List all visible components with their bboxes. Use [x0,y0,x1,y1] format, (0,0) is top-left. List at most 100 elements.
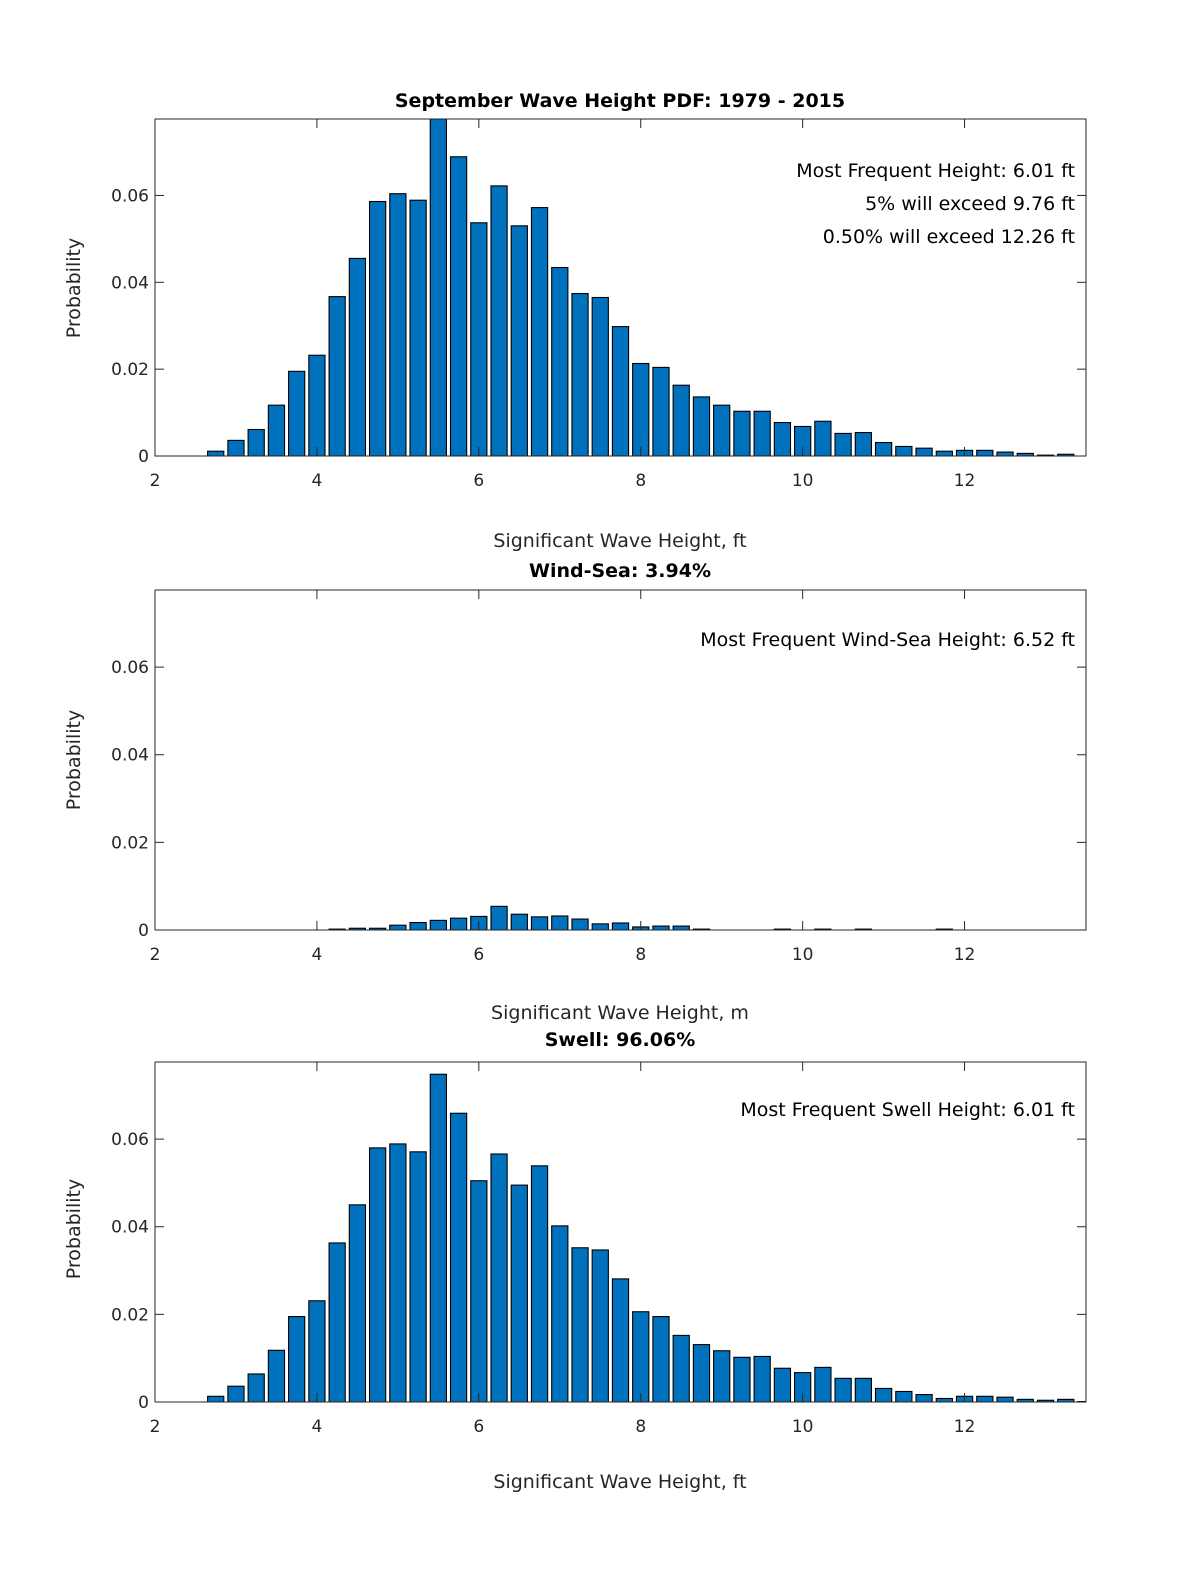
bar [794,1372,812,1402]
x-tick-label: 10 [792,945,814,965]
bar [368,200,387,456]
bar [470,222,488,456]
x-tick-label: 4 [311,1417,322,1437]
bar [227,439,245,456]
y-tick-label: 0.04 [111,273,149,293]
bar [733,1356,751,1402]
bar [308,354,326,456]
bar [551,915,569,930]
x-tick-label: 2 [150,471,161,491]
bar [915,1394,933,1402]
bar [449,1112,468,1402]
bar [996,1396,1014,1402]
bar [996,451,1014,456]
bar [530,1165,549,1402]
bar [773,422,792,456]
bar [1036,1399,1055,1402]
bar [429,919,447,930]
bar [753,410,771,456]
bar [551,266,569,456]
bar [490,185,508,456]
bar [632,362,650,456]
bar [267,1349,286,1402]
x-tick-label: 6 [473,471,484,491]
x-tick-label: 6 [473,945,484,965]
bar [409,1151,427,1402]
bar [1057,453,1075,456]
axes-box [154,1061,1087,1403]
y-axis-label: Probability [63,710,85,810]
bar [713,1350,731,1402]
x-tick-label: 12 [954,945,976,965]
bar [895,1390,913,1402]
bars [207,119,1075,456]
bar [895,445,913,456]
chart-title: September Wave Height PDF: 1979 - 2015 [395,90,845,112]
bar [368,927,387,930]
bar [571,1247,589,1402]
bar [874,1387,893,1402]
y-tick-label: 0.02 [111,1305,149,1325]
x-tick-label: 12 [954,1417,976,1437]
bar [854,431,873,456]
bar [591,923,609,930]
bar [490,1153,508,1402]
bars [328,905,953,930]
bar [672,1334,690,1402]
bar [288,370,306,456]
y-tick-label: 0 [138,1393,149,1413]
bar [348,257,367,456]
x-tick-label: 8 [635,945,646,965]
bar [611,922,630,930]
y-tick-label: 0.06 [111,658,149,678]
y-tick-label: 0.04 [111,746,149,766]
annotation-most-frequent: Most Frequent Height: 6.01 ft [796,160,1075,182]
annotation-5pct-exceed: 5% will exceed 9.76 ft [865,193,1075,215]
y-tick-label: 0 [138,447,149,467]
bar [713,404,731,456]
y-tick-label: 0.06 [111,186,149,206]
annotation-most-frequent-wind-sea: Most Frequent Wind-Sea Height: 6.52 ft [700,629,1075,651]
x-tick-label: 8 [635,1417,646,1437]
annotation-most-frequent-swell: Most Frequent Swell Height: 6.01 ft [740,1099,1075,1121]
bar [429,1073,447,1402]
y-tick-label: 0.02 [111,833,149,853]
bar [288,1316,306,1402]
bar [389,193,407,456]
x-tick-label: 10 [792,471,814,491]
bar [449,156,468,456]
bar [247,1373,265,1402]
bar [611,326,630,456]
bar [551,1225,569,1402]
bar [571,293,589,456]
bar [227,1385,245,1402]
x-axis-label: Significant Wave Height, ft [493,530,746,552]
bar [530,916,549,930]
bar [267,404,286,456]
bar [652,925,670,930]
bar [409,199,427,456]
bar [874,441,893,456]
x-tick-label: 12 [954,471,976,491]
bar [308,1300,326,1402]
x-tick-label: 2 [150,1417,161,1437]
x-tick-label: 10 [792,1417,814,1437]
bar [672,384,690,456]
panel-swell: Swell: 96.06% Probability Significant Wa… [63,1029,1087,1493]
chart-title: Swell: 96.06% [545,1029,696,1051]
x-tick-label: 4 [311,471,322,491]
chart-title: Wind-Sea: 3.94% [529,560,711,582]
bar [753,1355,771,1402]
bar [834,432,852,456]
bar [389,924,407,930]
x-tick-label: 8 [635,471,646,491]
bar [794,425,812,456]
bar [854,1377,873,1402]
bar [348,927,367,930]
bar [389,1143,407,1402]
bar [530,207,549,456]
y-axis-label: Probability [63,1179,85,1279]
bar [571,918,589,930]
x-axis-label: Significant Wave Height, ft [493,1471,746,1493]
annotation-0.5pct-exceed: 0.50% will exceed 12.26 ft [823,226,1075,248]
